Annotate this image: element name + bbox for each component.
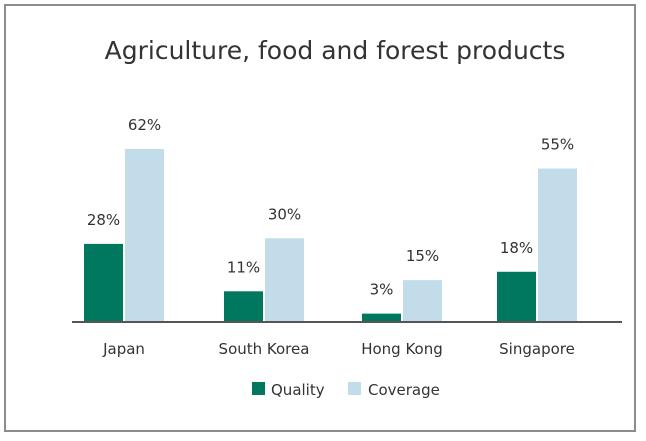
bar-quality-japan bbox=[84, 243, 123, 322]
data-label-coverage-japan: 62% bbox=[128, 116, 161, 134]
bar-coverage-hong-kong bbox=[403, 280, 442, 322]
data-label-quality-hong-kong: 3% bbox=[370, 281, 394, 299]
chart-title: Agriculture, food and forest products bbox=[105, 36, 566, 65]
bar-quality-hong-kong bbox=[362, 313, 401, 322]
category-label-hong-kong: Hong Kong bbox=[361, 340, 443, 358]
bar-quality-south-korea bbox=[224, 291, 263, 322]
chart-frame bbox=[4, 4, 636, 432]
category-labels-layer: Japan South Korea Hong Kong Singapore bbox=[102, 340, 575, 358]
category-label-japan: Japan bbox=[102, 340, 145, 358]
data-label-quality-south-korea: 11% bbox=[227, 258, 260, 276]
bar-coverage-singapore bbox=[538, 168, 577, 322]
legend-label-quality: Quality bbox=[271, 381, 325, 399]
legend-swatch-coverage bbox=[348, 382, 361, 395]
data-label-quality-japan: 28% bbox=[87, 211, 120, 229]
legend-swatch-quality bbox=[252, 382, 265, 395]
bar-coverage-japan bbox=[125, 149, 164, 322]
bars-layer bbox=[84, 149, 577, 322]
category-label-singapore: Singapore bbox=[499, 340, 575, 358]
data-labels-layer: 28% 62% 11% 30% 3% 15% 18% 55% bbox=[87, 116, 574, 299]
bar-coverage-south-korea bbox=[265, 238, 304, 322]
data-label-coverage-hong-kong: 15% bbox=[406, 247, 439, 265]
data-label-coverage-singapore: 55% bbox=[541, 136, 574, 154]
legend: Quality Coverage bbox=[252, 381, 440, 399]
legend-label-coverage: Coverage bbox=[368, 381, 440, 399]
data-label-coverage-south-korea: 30% bbox=[268, 205, 301, 223]
bar-quality-singapore bbox=[497, 271, 536, 322]
category-label-south-korea: South Korea bbox=[219, 340, 310, 358]
data-label-quality-singapore: 18% bbox=[500, 239, 533, 257]
